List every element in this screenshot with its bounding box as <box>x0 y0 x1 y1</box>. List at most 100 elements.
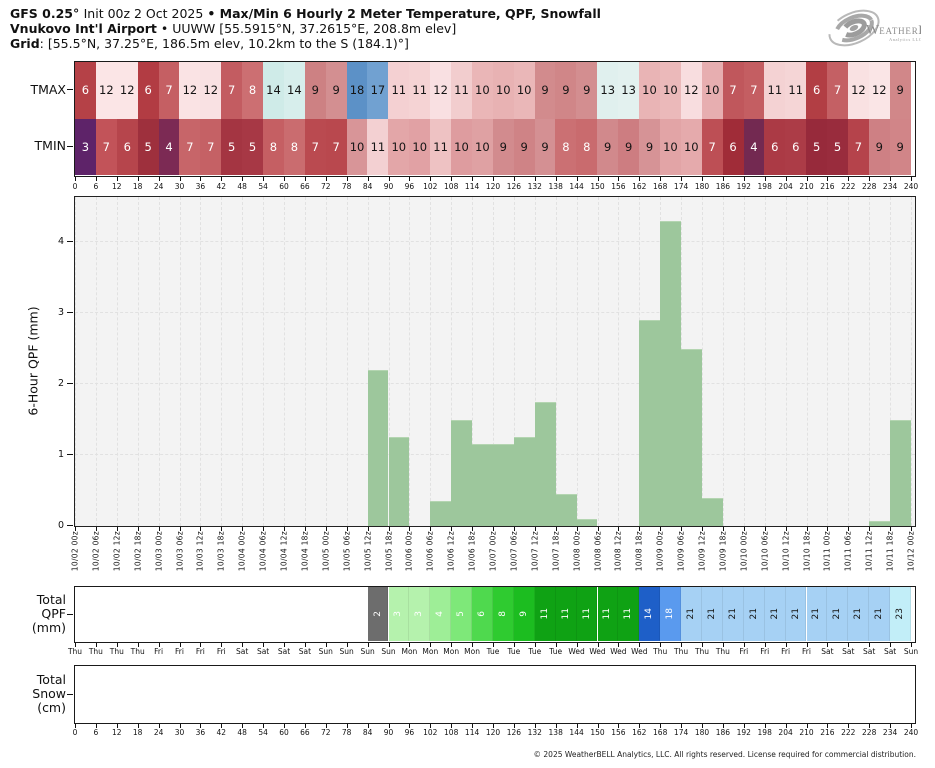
axis-label: 102 <box>423 182 438 191</box>
gridline-v <box>221 197 223 526</box>
tmin-cell-16: 10 <box>409 118 431 175</box>
axis-label: Mon <box>422 647 439 656</box>
gridline-v <box>743 197 745 526</box>
axis-tick <box>75 527 76 531</box>
time-axis-label: 10/04 06z <box>258 531 268 572</box>
total-qpf-value: 3 <box>414 611 425 617</box>
axis-label: 174 <box>673 728 689 737</box>
axis-label: Thu <box>109 647 124 656</box>
total-qpf-value: 21 <box>706 608 717 620</box>
axis-tick <box>681 724 683 728</box>
axis-label: Thu <box>67 647 83 656</box>
axis-tick <box>116 643 118 647</box>
tmin-cell-6: 7 <box>200 118 222 175</box>
axis-tick <box>576 724 578 728</box>
axis-label: Wed <box>610 647 627 656</box>
time-axis-label: 10/07 00z <box>488 531 498 572</box>
axis-label: 12 <box>112 182 122 191</box>
axis-label: Thu <box>130 647 145 656</box>
y-tick-label: 1 <box>57 448 64 460</box>
axis-tick <box>639 177 641 181</box>
axis-label: Tue <box>528 647 542 656</box>
total-qpf-value: 11 <box>602 608 613 620</box>
qpf-bar <box>555 494 577 526</box>
tmax-cell-35: 6 <box>806 62 828 119</box>
y-tick <box>67 312 73 313</box>
axis-label: Sat <box>842 647 855 656</box>
axis-label: Mon <box>443 647 460 656</box>
axis-times: 10/02 00z 10/02 06z 10/02 12z 10/02 18z 10/0… <box>71 531 916 581</box>
total-qpf-cell-14: 2 <box>367 587 389 641</box>
axis-label: 144 <box>569 182 584 191</box>
axis-label: Fri <box>216 647 226 656</box>
total-qpf-strip: 2 3 3 4 5 6 8 9 11 11 11 11 11 14 18 21 21 21 21 21 21 21 21 21… <box>74 586 916 643</box>
tmax-cell-22: 9 <box>534 62 556 119</box>
tmax-cell-24: 9 <box>576 62 598 119</box>
axis-label: Sat <box>883 647 897 656</box>
axis-label: 108 <box>444 182 459 191</box>
axis-tick <box>221 527 223 531</box>
axis-label: 126 <box>506 728 522 737</box>
time-axis-label: 10/09 12z <box>697 531 707 572</box>
total-qpf-cell-23: 11 <box>555 587 577 641</box>
time-axis-label: 10/04 18z <box>300 531 310 572</box>
time-axis-label: 10/06 12z <box>446 531 456 572</box>
total-qpf-cell-24: 11 <box>576 587 598 641</box>
tmin-row-label: TMIN <box>34 138 66 153</box>
axis-tick <box>95 643 97 647</box>
axis-tick <box>284 724 285 728</box>
tmax-cell-15: 11 <box>388 62 410 119</box>
axis-tick <box>137 177 139 181</box>
axis-tick <box>576 527 578 531</box>
qpf-y-axis-title: 6-Hour QPF (mm) <box>25 306 41 416</box>
tmin-cell-4: 4 <box>158 118 180 175</box>
axis-tick <box>409 724 411 728</box>
gridline-v <box>451 197 453 526</box>
total-qpf-value: 11 <box>560 608 571 620</box>
tmin-cell-22: 9 <box>534 118 556 175</box>
tmax-cell-25: 13 <box>597 62 619 119</box>
axis-tick <box>785 177 787 181</box>
axis-label: 240 <box>903 728 919 737</box>
axis-tick <box>513 643 515 647</box>
time-axis-label: 10/07 06z <box>509 531 519 572</box>
gridline-v <box>75 197 76 526</box>
time-axis-label: 10/02 00z <box>70 531 80 572</box>
axis-tick <box>304 643 306 647</box>
qpf-bar <box>493 444 514 526</box>
axis-tick <box>618 177 620 181</box>
y-tick-label: 4 <box>57 235 64 247</box>
time-axis-label: 10/03 18z <box>216 531 226 572</box>
axis-tick <box>806 527 808 531</box>
y-tick-label: 2 <box>57 377 64 389</box>
time-axis-label: 10/02 06z <box>91 531 101 572</box>
axis-label: 72 <box>321 728 331 737</box>
axis-label: 114 <box>464 182 480 191</box>
axis-tick <box>555 527 557 531</box>
axis-label: 174 <box>673 182 689 191</box>
axis-label: 138 <box>548 728 563 737</box>
total-qpf-value: 6 <box>477 611 488 617</box>
axis-tick <box>848 724 850 728</box>
axis-label: 36 <box>195 728 206 737</box>
gridline-v <box>848 197 850 526</box>
tmax-cell-3: 6 <box>137 62 159 119</box>
copyright-notice: © 2025 WeatherBELL Analytics, LLC. All r… <box>533 750 916 759</box>
axis-label: 138 <box>548 182 563 191</box>
gridline-v <box>534 197 536 526</box>
tmin-cell-26: 9 <box>618 118 640 175</box>
tmax-cell-10: 14 <box>283 62 305 119</box>
total-qpf-value: 21 <box>727 608 738 620</box>
axis-tick <box>430 527 432 531</box>
tmin-cell-9: 8 <box>263 118 284 175</box>
gridline-v <box>513 197 515 526</box>
heatmap-row-tmin: 3 7 6 5 4 7 7 5 5 8 8 7 7 10 11 10 10 11 10 10 9 9 9 8 8 9 9 9 10 10 7… <box>75 118 915 175</box>
axis-label: 168 <box>653 182 668 191</box>
axis-tick <box>75 724 76 728</box>
total-qpf-value: 11 <box>623 608 634 620</box>
heatmap-ticks <box>75 177 915 182</box>
axis-tick <box>743 643 745 647</box>
tmax-cell-4: 7 <box>158 62 180 119</box>
time-axis-label: 10/06 18z <box>467 531 477 572</box>
time-axis-label: 10/09 18z <box>718 531 728 572</box>
